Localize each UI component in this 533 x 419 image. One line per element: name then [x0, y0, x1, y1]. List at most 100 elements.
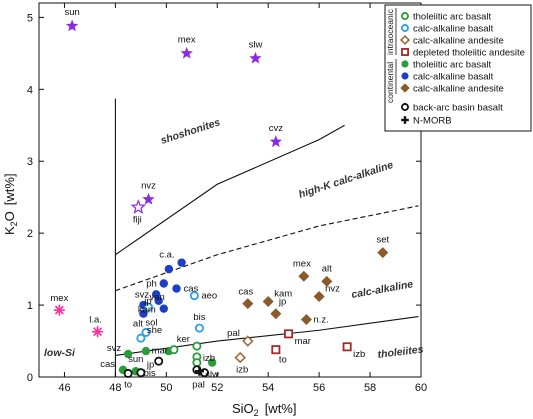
point-label: jp: [278, 297, 286, 308]
data-point-asterisk-center: [57, 308, 62, 312]
data-point-asterisk-center: [95, 329, 100, 334]
region-tholeiites: tholeiites: [377, 343, 424, 361]
point-label: cas: [184, 284, 199, 295]
x-tick-label: 46: [58, 382, 70, 394]
data-point-filled-circle: [164, 264, 174, 274]
point-label: mar: [152, 346, 168, 357]
data-point-open-diamond: [234, 351, 246, 364]
point-label: nvz: [141, 180, 156, 191]
x-tick-label: 52: [211, 382, 223, 394]
data-point-plus: [194, 366, 204, 376]
data-point-open-circle: [136, 368, 146, 378]
point-label: slw: [205, 370, 219, 381]
data-point-filled-circle: [159, 279, 168, 288]
y-axis-label-subscript: 2: [9, 221, 19, 226]
x-axis-label: SiO: [232, 401, 254, 416]
data-point-open-circle: [192, 341, 202, 351]
legend-item-label: calc-alkaline andesite: [413, 84, 504, 95]
region-calc-alkaline: calc-alkaline: [350, 278, 414, 301]
x-tick-label: 58: [364, 382, 376, 394]
legend-marker-filled-circle: [401, 60, 409, 68]
point-label: nvz: [325, 283, 340, 294]
point-label: set: [376, 235, 389, 246]
legend-item-label: calc-alkaline basalt: [413, 24, 494, 35]
legend-item-label: tholeiitic arc basalt: [413, 60, 492, 71]
data-point-open-circle: [169, 345, 179, 355]
point-label: she: [147, 325, 162, 336]
point-label: cas: [100, 359, 115, 370]
point-label: sun: [128, 354, 143, 365]
data-point-filled-diamond: [298, 270, 310, 282]
region-shoshonites: shoshonites: [159, 116, 222, 147]
data-point-open-circle: [194, 323, 204, 333]
data-point-open-circle: [123, 368, 133, 378]
data-point-open-star: [130, 199, 147, 214]
data-point-asterisk: [92, 326, 104, 338]
y-axis-label: K: [2, 226, 17, 235]
point-label: alt: [322, 263, 332, 274]
point-label: izb: [353, 349, 365, 360]
data-points: [53, 19, 389, 378]
data-point-open-square: [271, 345, 281, 355]
axis-ticks: 46 48 50 52 54 56 58 60 0 1 2 3 4 5: [27, 3, 427, 394]
point-label: izb: [203, 353, 215, 364]
point-label: to: [279, 355, 287, 366]
legend-marker-open-circle: [401, 103, 409, 111]
legend-marker-filled-diamond: [400, 83, 410, 93]
legend-marker-open-circle: [401, 12, 409, 20]
point-label: bis: [193, 312, 205, 323]
point-label: van: [149, 292, 164, 303]
legend-marker-filled-circle: [401, 72, 409, 80]
legend-marker-open-square: [401, 48, 409, 56]
point-label: slw: [249, 39, 263, 50]
data-point-star: [269, 135, 283, 148]
point-label: ker: [177, 334, 190, 345]
legend-item-label: tholeiitic arc basalt: [413, 12, 492, 23]
legend-marker-open-diamond: [399, 34, 411, 46]
point-label: n.z.: [313, 314, 328, 325]
field-boundary-line: [115, 124, 345, 256]
data-point-open-square: [342, 342, 352, 352]
y-axis-unit: [wt%]: [2, 173, 17, 205]
data-point-star: [180, 46, 193, 59]
point-label: alt: [133, 318, 143, 329]
point-label: mex: [50, 293, 68, 304]
plot-frame: [38, 2, 422, 378]
data-point-filled-circle: [154, 296, 163, 305]
data-point-open-circle: [189, 291, 199, 301]
data-point-filled-diamond: [262, 295, 274, 307]
x-axis-label-subscript: 2: [254, 408, 259, 418]
point-label: jp: [143, 296, 151, 307]
x-axis-title: SiO2 [wt%]: [232, 401, 296, 418]
y-tick-label: 1: [27, 300, 33, 312]
data-point-open-circle: [144, 302, 154, 312]
y-tick-label: 5: [27, 12, 33, 24]
x-tick-label: 60: [415, 382, 427, 394]
point-label: cvz: [269, 123, 284, 134]
y-axis-label-rest: O: [2, 211, 17, 221]
point-label: jp: [146, 360, 154, 371]
x-axis-unit: [wt%]: [265, 401, 297, 416]
y-axis-title: K2O [wt%]: [2, 173, 19, 235]
data-point-open-square: [284, 329, 294, 339]
data-point-star: [142, 192, 155, 205]
x-tick-label: 48: [109, 382, 121, 394]
point-label: svz: [107, 343, 122, 354]
point-label: pal: [227, 328, 240, 339]
legend-item-label: calc-alkaline andesite: [413, 36, 504, 47]
x-tick-label: 50: [160, 382, 172, 394]
point-label: to: [124, 379, 132, 390]
data-point-open-circle: [136, 333, 146, 343]
data-point-filled-circle: [177, 258, 186, 267]
point-label: cas: [238, 287, 253, 298]
data-point-open-circle: [192, 358, 202, 368]
legend-box: [384, 4, 532, 132]
field-boundary-line: [115, 205, 419, 292]
x-tick-label: 54: [262, 382, 274, 394]
data-point-star: [65, 19, 79, 32]
point-label: izb: [236, 365, 248, 376]
point-label: kam: [138, 305, 156, 316]
